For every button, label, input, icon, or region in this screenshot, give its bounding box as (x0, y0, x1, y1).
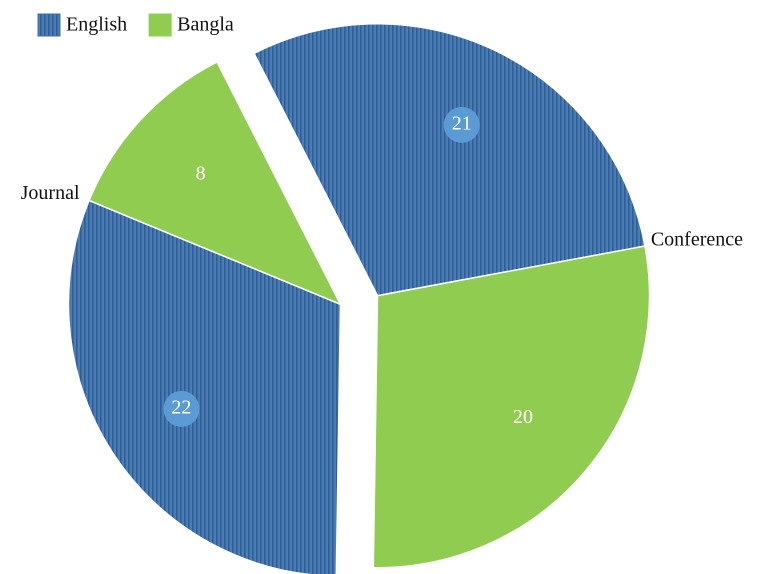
pie-slice (372, 245, 651, 569)
value-label-bubble (163, 390, 200, 427)
value-label: 8 (196, 163, 206, 185)
category-label: Conference (651, 229, 743, 251)
value-label: 20 (513, 406, 533, 428)
pie-slice (253, 23, 646, 297)
pie-slice (88, 60, 343, 306)
legend-label: English (66, 14, 127, 36)
legend-swatch (37, 13, 61, 37)
value-label-bubble (443, 106, 480, 143)
value-label: 22 (171, 397, 191, 419)
legend-swatch (148, 13, 172, 37)
pie-slice (67, 199, 342, 574)
category-label: Journal (21, 182, 80, 204)
legend-label: Bangla (177, 14, 234, 36)
value-label: 21 (452, 113, 472, 135)
